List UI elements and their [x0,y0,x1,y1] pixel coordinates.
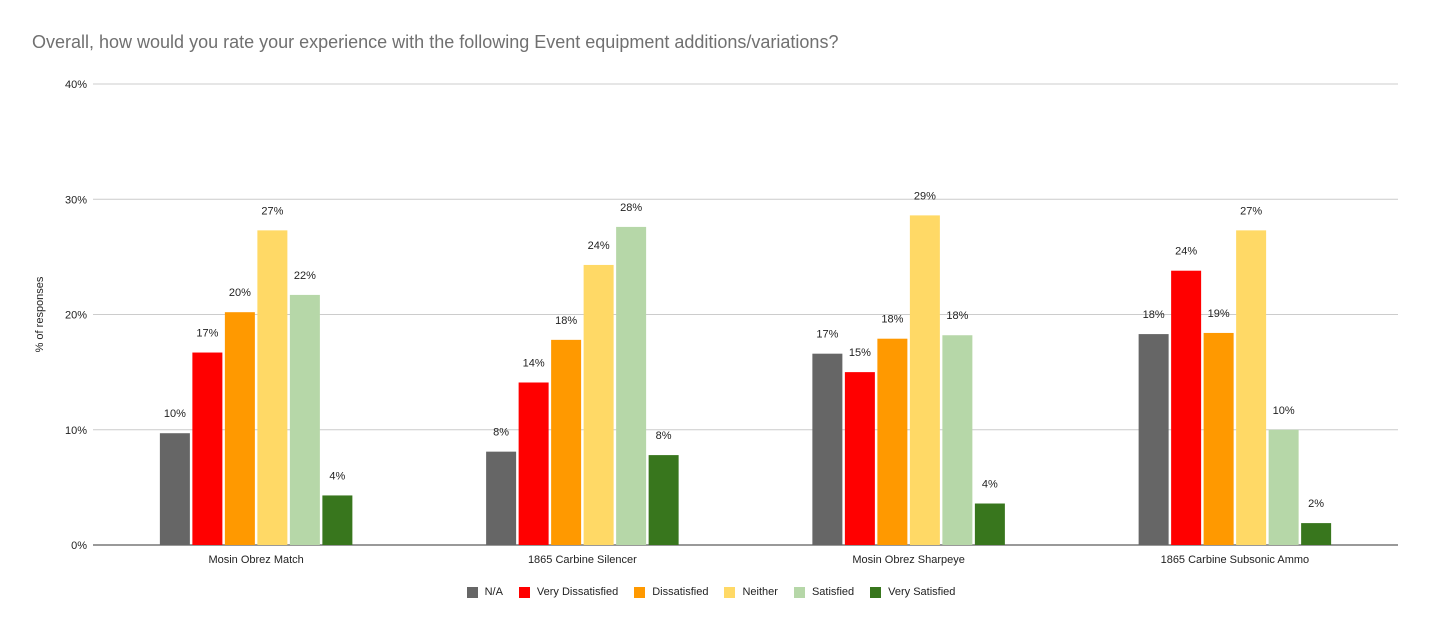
legend-items: N/A Very Dissatisfied Dissatisfied Neither S… [466,586,955,598]
data-label: 8% [656,430,672,442]
x-tick-label: 1865 Carbine Silencer [528,554,637,566]
data-label: 18% [946,310,968,322]
data-label: 2% [1308,498,1324,510]
bar [289,294,320,545]
y-tick-label: 20% [65,310,87,322]
legend-swatch [466,586,478,598]
chart-title: Overall, how would you rate your experie… [32,32,839,52]
data-label: 28% [620,202,642,214]
legend-item: Dissatisfied [634,586,708,598]
bar [224,312,255,545]
bar [844,372,875,545]
bar [486,451,517,545]
data-label: 20% [229,287,251,299]
data-label: 15% [849,347,871,359]
legend-label: Dissatisfied [652,586,709,598]
data-label: 29% [914,190,936,202]
y-tick-label: 0% [71,540,87,552]
legend-item: N/A [466,586,503,598]
data-label: 10% [164,408,186,420]
legend-item: Very Satisfied [870,586,955,598]
data-label: 17% [196,328,218,340]
data-label: 24% [1175,246,1197,258]
data-label: 4% [329,470,345,482]
legend-swatch [724,586,736,598]
legend-label: Satisfied [811,586,855,598]
data-label: 17% [816,329,838,341]
bar [909,215,940,545]
bar [1268,429,1299,545]
legend-item: Very Dissatisfied [518,586,619,598]
legend: N/A Very Dissatisfied Dissatisfied Neither S… [0,586,1430,598]
bar [877,338,908,545]
y-tick-label: 30% [65,194,87,206]
legend-swatch [793,586,805,598]
data-label: 18% [555,315,577,327]
legend-item: Neither [724,586,778,598]
bar [1301,523,1332,545]
legend-label: N/A [484,586,503,598]
x-tick-label: 1865 Carbine Subsonic Ammo [1161,554,1310,566]
bar [1203,332,1234,545]
legend-swatch [518,586,530,598]
bar [812,353,843,545]
data-label: 24% [588,240,610,252]
data-label: 8% [493,427,509,439]
data-label: 4% [982,479,998,491]
y-tick-label: 10% [65,425,87,437]
legend-label: Very Dissatisfied [536,586,619,598]
data-label: 10% [1273,405,1295,417]
data-label: 18% [881,314,903,326]
legend-swatch [870,586,882,598]
data-label: 14% [523,357,545,369]
bar [518,382,549,545]
data-label: 22% [294,270,316,282]
legend-label: Very Satisfied [888,586,956,598]
y-axis-label: % of responses [34,276,46,352]
legend-label: Neither [742,586,778,598]
bar [1236,230,1267,545]
bar [974,503,1005,545]
data-label: 27% [1240,205,1262,217]
bar [942,335,973,545]
bar [257,230,288,545]
data-label: 19% [1208,308,1230,320]
bar [322,495,353,545]
legend-swatch [634,586,646,598]
bar [1138,334,1169,545]
data-label: 18% [1143,309,1165,321]
bar [583,264,614,545]
data-label: 27% [261,205,283,217]
y-tick-label: 40% [65,79,87,91]
bar [192,352,223,545]
bar [616,226,647,545]
x-tick-label: Mosin Obrez Sharpeye [852,554,965,566]
x-tick-label: Mosin Obrez Match [208,554,303,566]
bar [159,433,190,545]
bar [648,455,679,545]
legend-item: Satisfied [793,586,855,598]
bar [1171,270,1202,545]
bar [551,339,582,545]
